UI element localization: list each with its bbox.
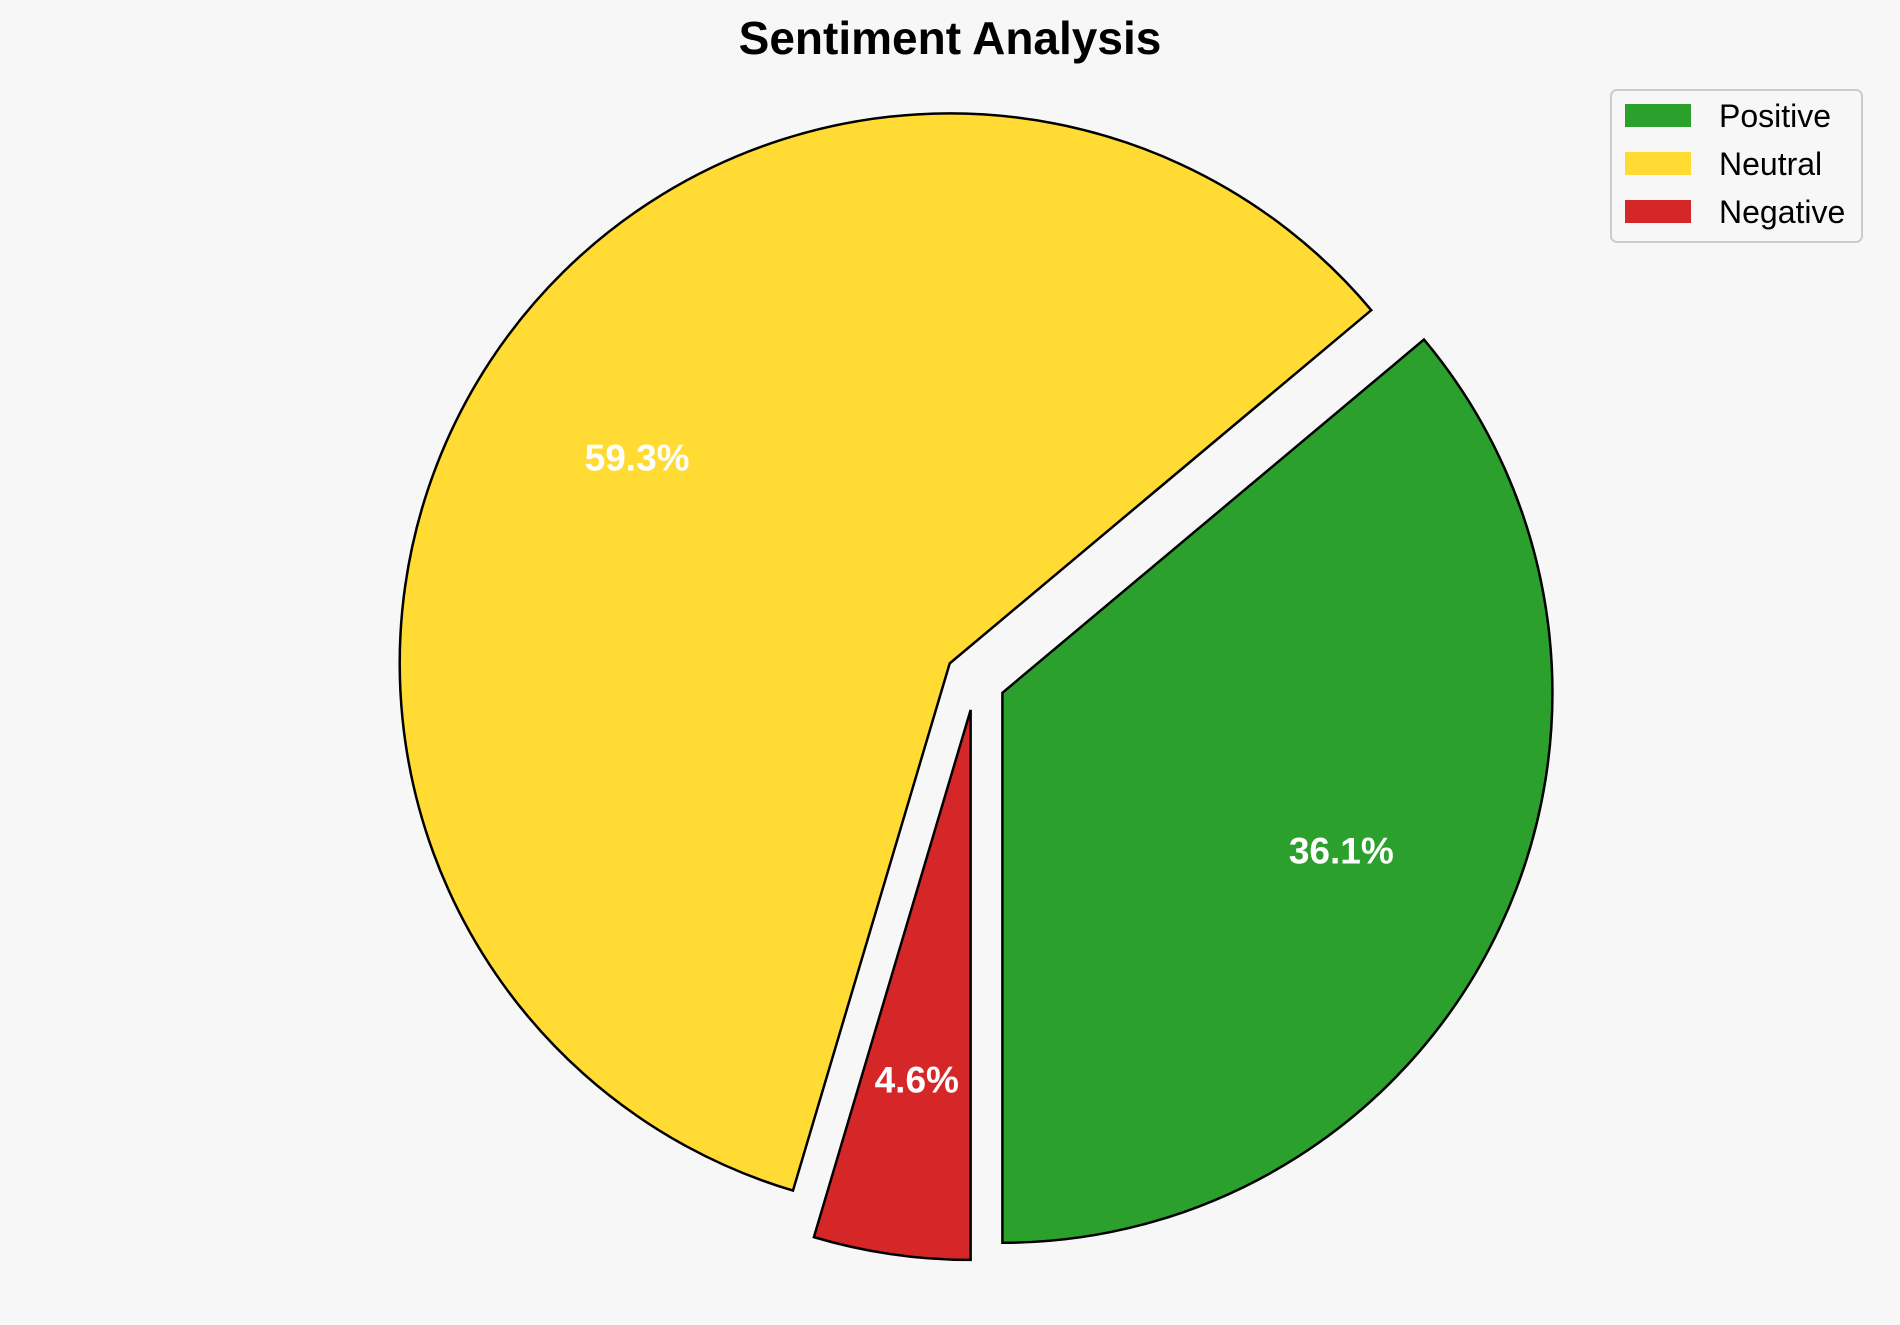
legend-swatch-negative bbox=[1625, 200, 1691, 223]
slice-label-positive: 36.1% bbox=[1289, 830, 1394, 871]
legend-label-negative: Negative bbox=[1719, 194, 1845, 230]
pie-slice-neutral bbox=[398, 112, 1374, 1193]
slice-label-neutral: 59.3% bbox=[585, 438, 690, 479]
pie-slice-labels: 36.1% 59.3% 4.6% bbox=[585, 438, 1394, 1101]
legend-label-neutral: Neutral bbox=[1719, 146, 1822, 182]
legend-swatch-positive bbox=[1625, 104, 1691, 127]
chart-legend: Positive Neutral Negative bbox=[1610, 89, 1863, 243]
pie-slice-negative bbox=[812, 709, 972, 1262]
legend-swatch-neutral bbox=[1625, 152, 1691, 175]
legend-items: Positive Neutral Negative bbox=[1625, 98, 1845, 230]
pie-slice-positive bbox=[1001, 337, 1554, 1245]
pie-slices bbox=[398, 112, 1554, 1262]
legend-label-positive: Positive bbox=[1719, 98, 1831, 134]
slice-label-negative: 4.6% bbox=[875, 1060, 959, 1101]
chart-title: Sentiment Analysis bbox=[739, 12, 1162, 64]
